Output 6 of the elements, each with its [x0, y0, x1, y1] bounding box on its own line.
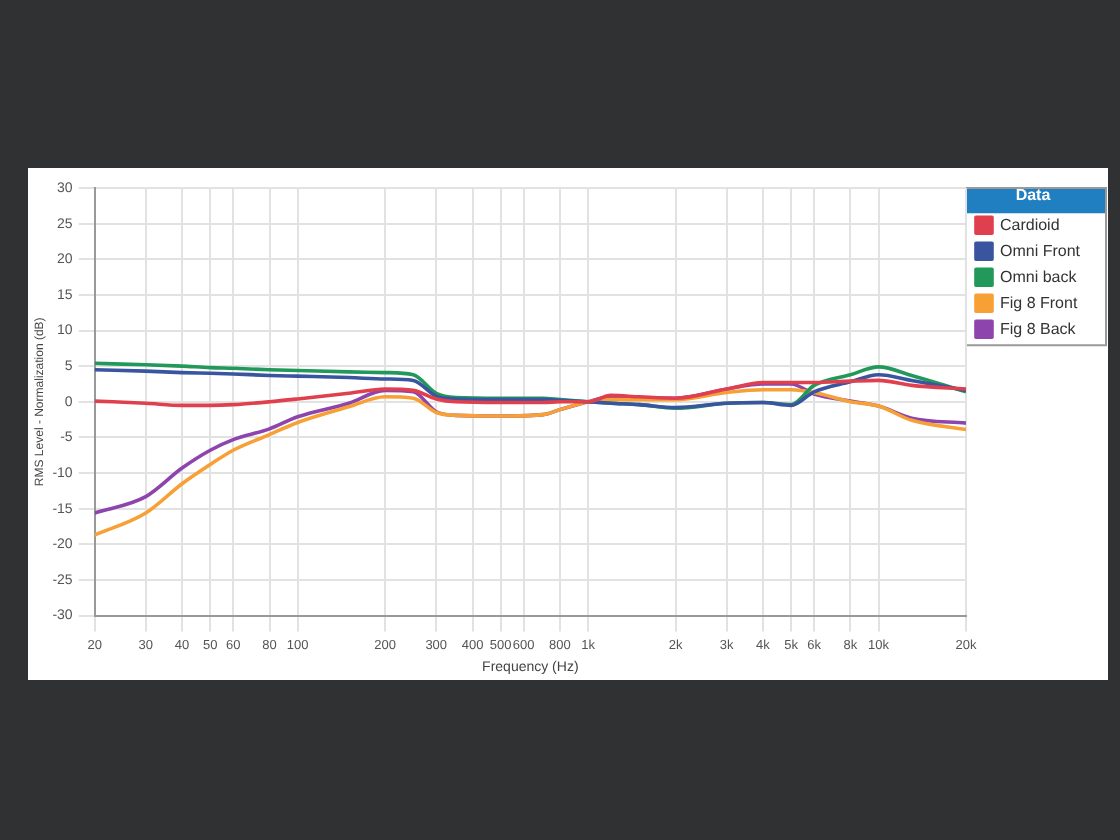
legend-label: Omni back: [999, 267, 1079, 286]
legend-title: Data: [1015, 186, 1052, 205]
legend-label: Fig 8 Back: [999, 319, 1078, 338]
legend-label: Cardioid: [999, 215, 1060, 234]
legend-label: Omni Front: [999, 241, 1082, 260]
legend-label: Fig 8 Front: [999, 293, 1079, 312]
